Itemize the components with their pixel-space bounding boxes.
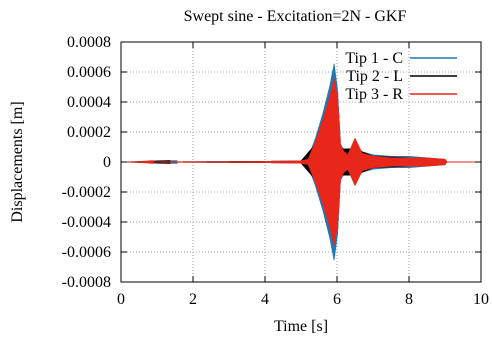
y-tick-label: 0.0008	[67, 34, 111, 51]
x-tick-label: 4	[261, 291, 269, 308]
legend-label-2: Tip 2 - L	[346, 68, 403, 85]
x-tick-label: 6	[333, 291, 341, 308]
y-tick-label: -0.0002	[62, 184, 111, 201]
y-axis-label: Displacements [m]	[9, 101, 26, 222]
y-tick-label: -0.0008	[62, 274, 111, 291]
plot-series	[121, 63, 481, 261]
x-tick-label: 10	[473, 291, 489, 308]
x-tick-label: 2	[189, 291, 197, 308]
ticks: 0 2 4 6 8 10 0.0008 0.0006 0.0004 0.0002 0 -0.0002 -…	[62, 34, 489, 308]
chart-title: Swept sine - Excitation=2N - GKF	[184, 8, 407, 25]
legend-label-1: Tip 1 - C	[345, 50, 403, 67]
y-tick-label: 0	[103, 154, 111, 171]
x-tick-label: 8	[405, 291, 413, 308]
x-axis-label: Time [s]	[274, 318, 328, 335]
y-tick-label: -0.0006	[62, 244, 111, 261]
y-tick-label: -0.0004	[62, 214, 111, 231]
y-tick-label: 0.0006	[67, 64, 111, 81]
x-tick-label: 0	[117, 291, 125, 308]
y-tick-label: 0.0002	[67, 124, 111, 141]
legend-label-3: Tip 3 - R	[345, 86, 403, 103]
series-line-3	[121, 78, 481, 246]
y-tick-label: 0.0004	[67, 94, 111, 111]
